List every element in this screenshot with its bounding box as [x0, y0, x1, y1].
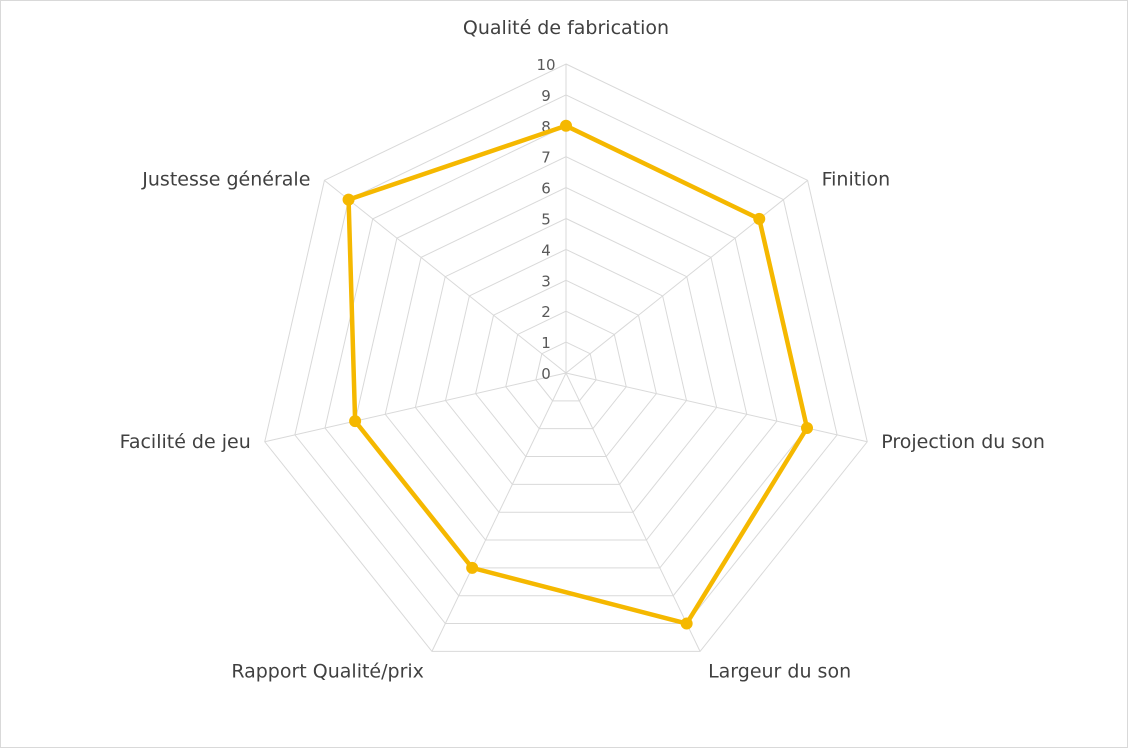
grid-ring — [475, 279, 657, 458]
tick-label: 1 — [541, 334, 551, 352]
tick-label: 8 — [541, 118, 551, 136]
axis-spoke — [264, 372, 567, 443]
data-point — [680, 617, 693, 630]
axis-spoke — [565, 372, 868, 443]
series-line — [346, 123, 810, 626]
tick-label: 6 — [541, 180, 551, 198]
tick-label: 7 — [541, 149, 551, 167]
grid-ring — [354, 156, 778, 569]
data-point — [753, 212, 766, 225]
tick-label: 4 — [541, 241, 551, 259]
category-labels: Qualité de fabrication Finition Projection… — [120, 17, 1045, 682]
series — [342, 119, 814, 630]
category-label: Qualité de fabrication — [463, 17, 669, 39]
axis-spoke — [565, 372, 701, 652]
axis-spoke — [565, 179, 808, 374]
radial-tick-labels: 0 1 2 3 4 5 6 7 8 9 10 — [536, 56, 555, 383]
tick-label: 2 — [541, 303, 551, 321]
grid-ring — [294, 94, 838, 625]
tick-label: 5 — [541, 211, 551, 229]
data-point — [342, 193, 355, 206]
data-point — [801, 422, 814, 435]
tick-label: 10 — [536, 56, 555, 74]
category-label: Projection du son — [881, 431, 1045, 453]
category-label: Justesse générale — [141, 168, 310, 190]
grid-ring — [264, 63, 868, 652]
grid — [264, 63, 868, 652]
data-point — [466, 561, 479, 574]
category-label: Largeur du son — [708, 660, 851, 682]
tick-label: 0 — [541, 365, 551, 383]
grid-ring — [535, 341, 597, 402]
grid-ring — [505, 310, 627, 430]
category-label: Finition — [822, 168, 891, 190]
axis-spoke — [431, 372, 567, 652]
data-point — [349, 415, 362, 428]
axis-spoke — [324, 179, 567, 374]
grid-ring — [414, 217, 718, 513]
category-label: Rapport Qualité/prix — [231, 660, 424, 682]
category-label: Facilité de jeu — [120, 431, 251, 453]
tick-label: 3 — [541, 272, 551, 290]
tick-label: 9 — [541, 87, 551, 105]
grid-ring — [384, 187, 748, 541]
grid-ring — [444, 248, 688, 485]
data-point — [560, 119, 572, 132]
